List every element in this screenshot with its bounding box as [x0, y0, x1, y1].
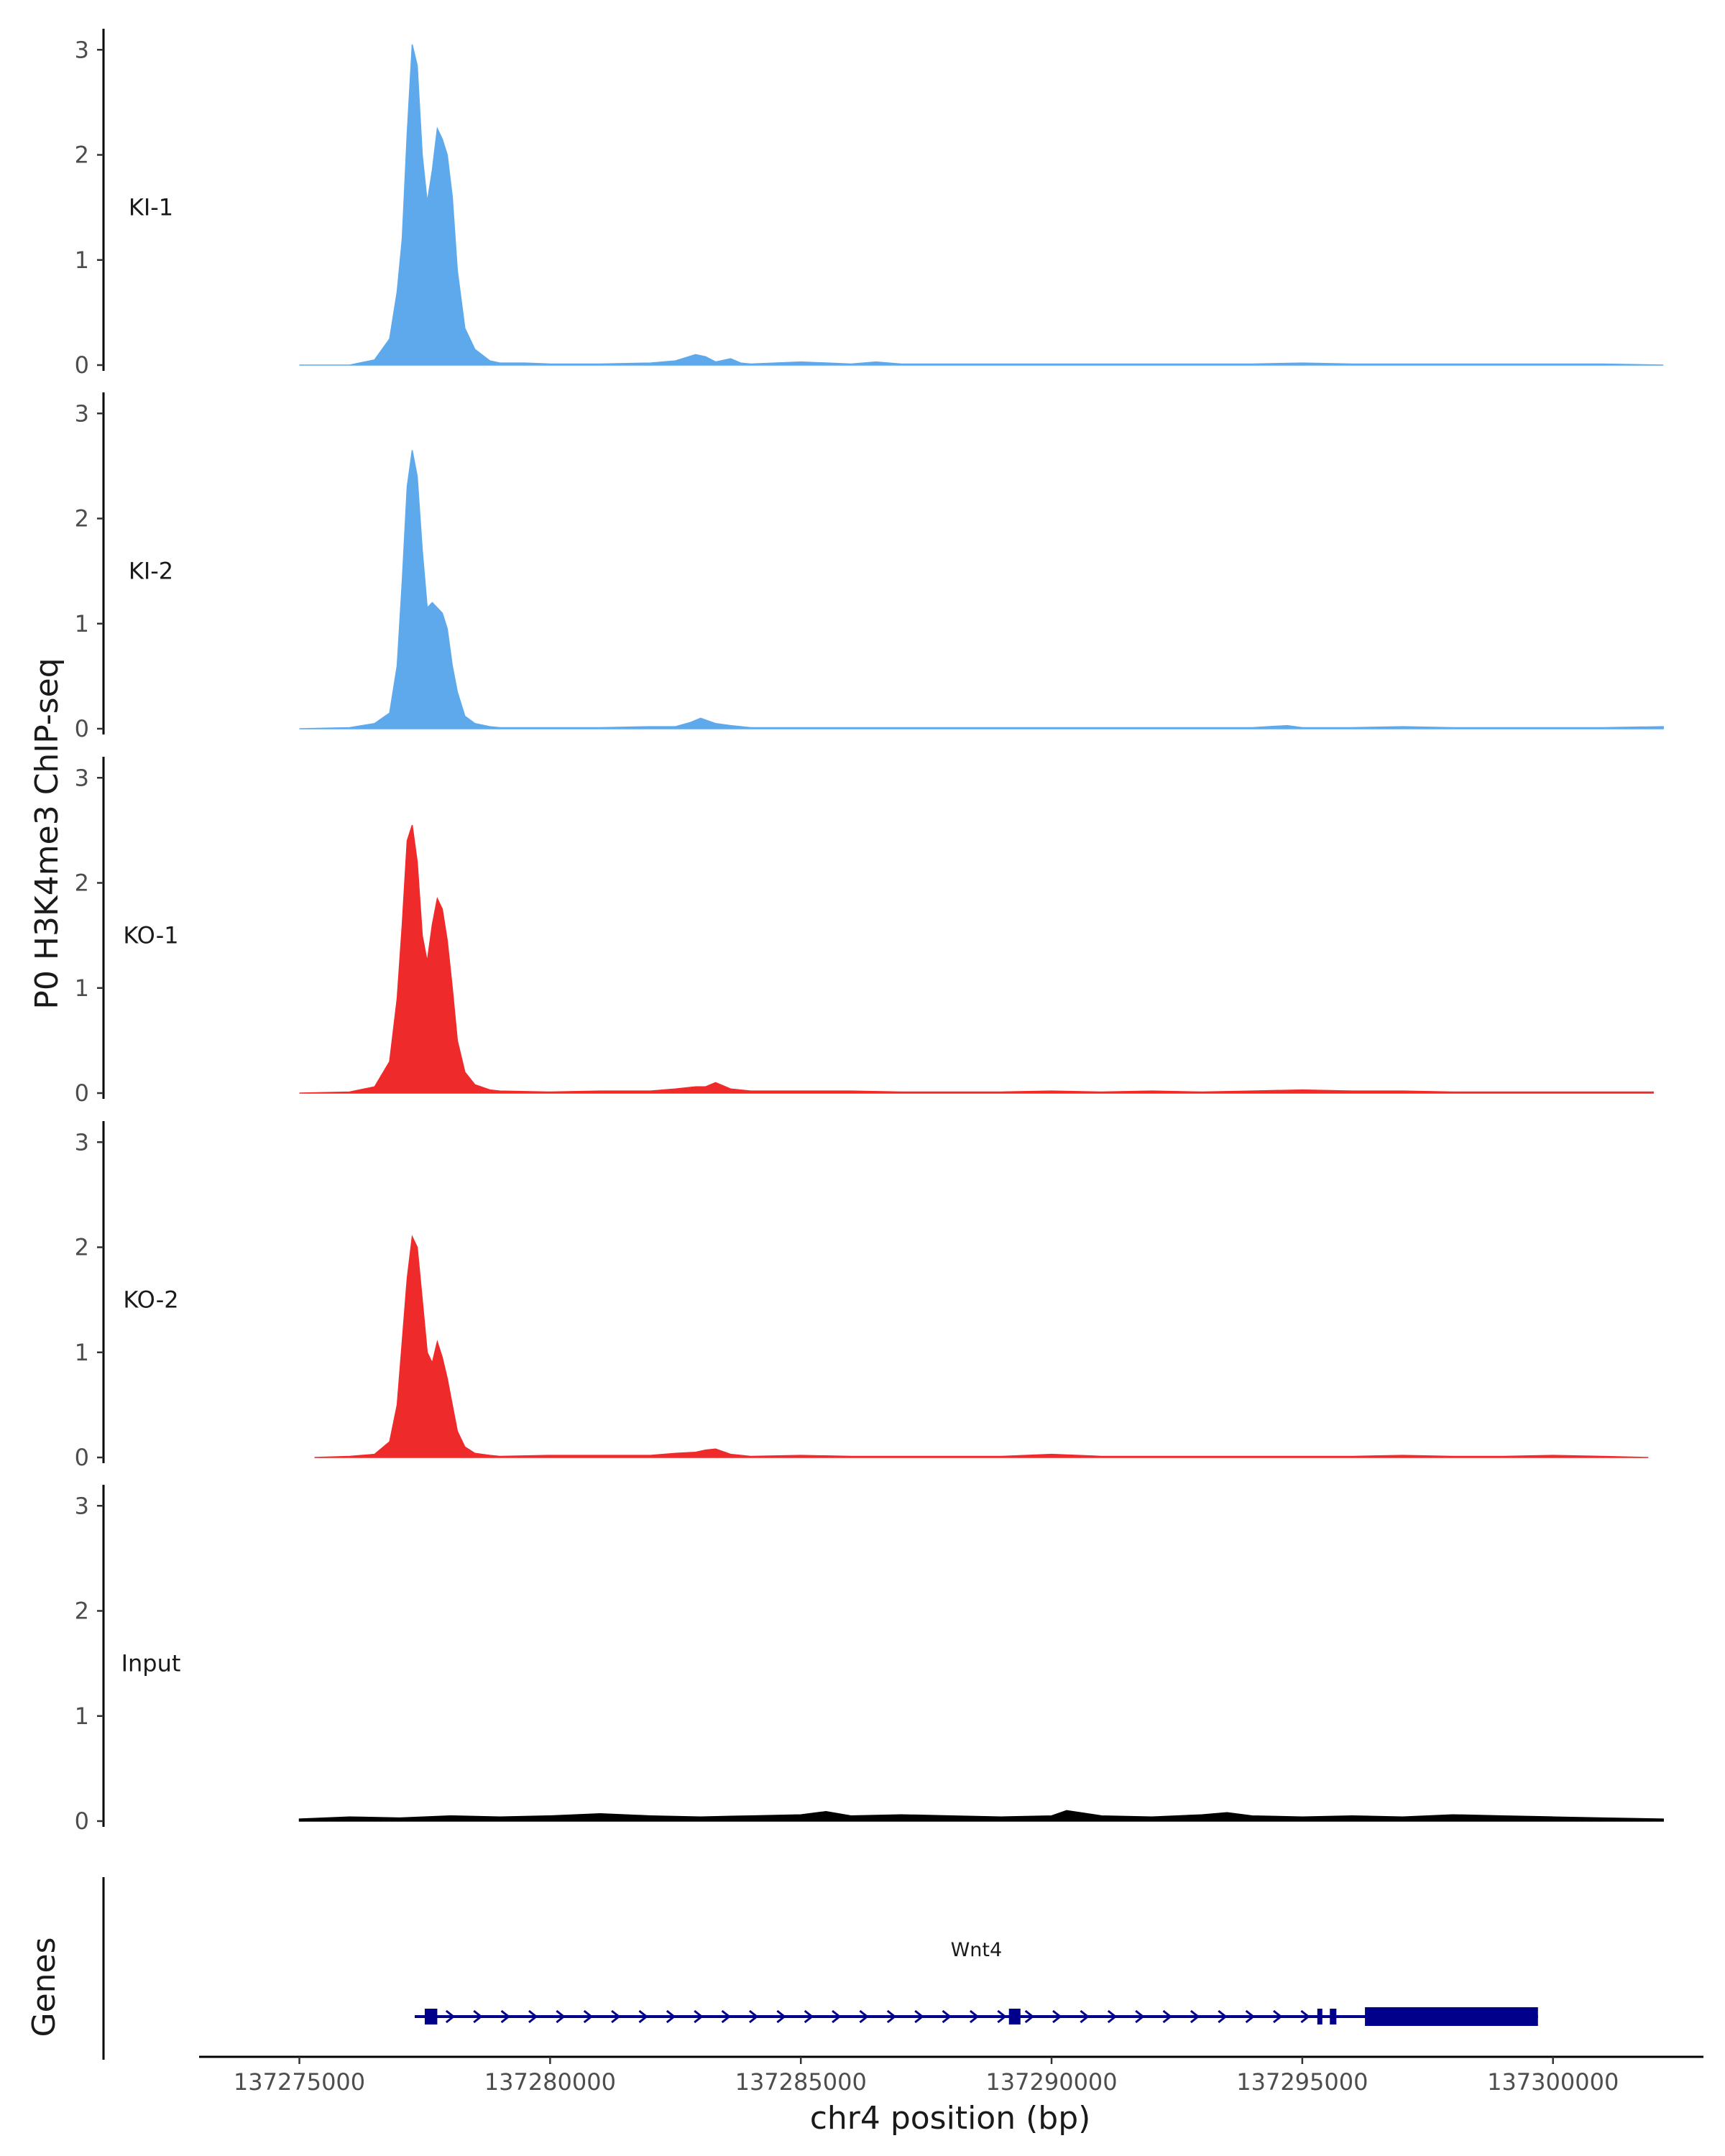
strand-arrow-icon	[611, 2009, 621, 2024]
track-input: 0 1 2 3 Input	[75, 1485, 1664, 1835]
strand-arrow-icon	[776, 2009, 786, 2024]
strand-arrow-icon	[1052, 2009, 1062, 2024]
y-tick-label: 1	[75, 1703, 89, 1730]
track-ki-2: 0 1 2 3 KI-2	[75, 392, 1664, 742]
x-tick-label: 137295000	[1236, 2068, 1368, 2096]
strand-arrow-icon	[942, 2009, 952, 2024]
x-tick-label: 137300000	[1487, 2068, 1619, 2096]
strand-arrow-icon	[500, 2009, 510, 2024]
y-tick-label: 0	[75, 1079, 89, 1107]
strand-arrow-icon	[969, 2009, 980, 2024]
gene-exon	[1008, 2009, 1021, 2024]
strand-arrow-icon	[1190, 2009, 1200, 2024]
track-label: KO-2	[123, 1286, 178, 1314]
x-tick-label: 137280000	[484, 2068, 616, 2096]
signal-area-ki-2	[299, 450, 1664, 729]
y-tick-label: 3	[75, 36, 89, 63]
x-axis: 137275000 137280000 137285000 137290000 1372…	[199, 2055, 1703, 2096]
gene-exon	[1330, 2009, 1337, 2024]
strand-arrow-icon	[666, 2009, 676, 2024]
y-tick-label: 3	[75, 400, 89, 427]
strand-arrow-icon	[721, 2009, 731, 2024]
strand-arrow-icon	[804, 2009, 814, 2024]
y-tick-label: 0	[75, 1444, 89, 1471]
strand-arrow-icon	[1273, 2009, 1283, 2024]
strand-arrow-icon	[859, 2009, 869, 2024]
y-tick-label: 1	[75, 610, 89, 637]
strand-arrow-icon	[556, 2009, 566, 2024]
y-tick-label: 0	[75, 351, 89, 379]
strand-arrow-icon	[1135, 2009, 1145, 2024]
y-tick-label: 3	[75, 764, 89, 791]
genes-axis-title: Genes	[26, 1937, 63, 2037]
y-tick-label: 1	[75, 975, 89, 1002]
signal-area-ko-1	[299, 824, 1654, 1094]
track-ki-1: 0 1 2 3 KI-1	[75, 29, 1664, 379]
gene-exon	[424, 2009, 438, 2024]
strand-arrow-icon	[1024, 2009, 1035, 2024]
y-tick-label: 1	[75, 1339, 89, 1366]
gene-name-label: Wnt4	[951, 1939, 1003, 1961]
signal-area-ki-1	[299, 44, 1664, 366]
y-tick-label: 2	[75, 1598, 89, 1625]
y-tick-label: 0	[75, 715, 89, 742]
strand-arrow-icon	[473, 2009, 483, 2024]
track-label: KI-1	[129, 194, 173, 221]
strand-arrow-icon	[528, 2009, 538, 2024]
track-label: KI-2	[129, 558, 173, 585]
y-tick-label: 3	[75, 1492, 89, 1519]
strand-arrow-icon	[1245, 2009, 1256, 2024]
signal-tracks: 0 1 2 3 KI-1 0 1 2 3 KI-2 0 1 2 3 KO-1 0 1 2 3 KO-2 0 1 2 3 Inpu…	[75, 29, 1664, 1835]
gene-exon	[1365, 2007, 1538, 2026]
strand-arrow-icon	[445, 2009, 456, 2024]
y-tick-label: 0	[75, 1807, 89, 1835]
y-tick-label: 2	[75, 505, 89, 533]
strand-arrow-icon	[997, 2009, 1007, 2024]
strand-arrow-icon	[1218, 2009, 1228, 2024]
strand-arrow-icon	[1162, 2009, 1172, 2024]
track-label: Input	[121, 1650, 181, 1677]
signal-area-input	[298, 1810, 1664, 1822]
y-tick-label: 2	[75, 1234, 89, 1261]
strand-arrow-icon	[638, 2009, 648, 2024]
strand-arrow-icon	[583, 2009, 594, 2024]
strand-arrow-icon	[832, 2009, 842, 2024]
x-axis-title: chr4 position (bp)	[810, 2100, 1091, 2137]
y-tick-label: 2	[75, 870, 89, 897]
track-label: KO-1	[123, 922, 178, 949]
y-tick-label: 3	[75, 1128, 89, 1156]
track-ko-2: 0 1 2 3 KO-2	[75, 1121, 1649, 1471]
signal-area-ko-2	[314, 1235, 1649, 1458]
strand-arrow-icon	[748, 2009, 759, 2024]
strand-arrow-icon	[886, 2009, 897, 2024]
strand-arrow-icon	[914, 2009, 924, 2024]
strand-arrow-icon	[1300, 2009, 1310, 2024]
gene-exon	[1317, 2009, 1322, 2024]
gene-track-panel: Wnt4	[102, 1877, 1538, 2060]
y-axis-title: P0 H3K4me3 ChIP-seq	[29, 658, 65, 1009]
strand-arrow-icon	[694, 2009, 704, 2024]
strand-arrow-icon	[1107, 2009, 1118, 2024]
x-tick-label: 137285000	[735, 2068, 867, 2096]
x-tick-label: 137290000	[985, 2068, 1117, 2096]
track-ko-1: 0 1 2 3 KO-1	[75, 757, 1654, 1107]
y-tick-label: 1	[75, 247, 89, 274]
y-tick-label: 2	[75, 142, 89, 169]
x-tick-label: 137275000	[234, 2068, 365, 2096]
strand-arrow-icon	[1080, 2009, 1090, 2024]
